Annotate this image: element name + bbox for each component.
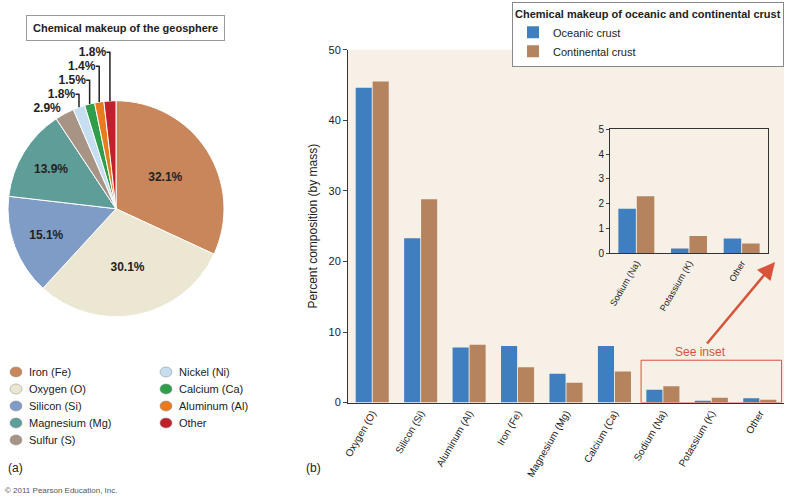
- svg-text:Oxygen (O): Oxygen (O): [343, 409, 378, 459]
- svg-text:Continental crust: Continental crust: [553, 46, 636, 58]
- svg-text:Potassium (K): Potassium (K): [658, 259, 695, 313]
- svg-text:20: 20: [329, 255, 341, 267]
- svg-text:50: 50: [329, 44, 341, 56]
- svg-text:(a): (a): [8, 461, 23, 475]
- svg-text:Other: Other: [179, 417, 207, 429]
- svg-text:32.1%: 32.1%: [148, 170, 182, 184]
- svg-text:(b): (b): [306, 461, 321, 475]
- svg-text:Other: Other: [727, 259, 747, 283]
- svg-text:Calcium (Ca): Calcium (Ca): [582, 409, 621, 465]
- svg-text:Aluminum (Al): Aluminum (Al): [434, 409, 475, 469]
- svg-text:Oceanic crust: Oceanic crust: [553, 27, 620, 39]
- svg-text:1.8%: 1.8%: [79, 45, 107, 59]
- svg-text:0: 0: [598, 248, 604, 259]
- svg-text:3: 3: [598, 173, 604, 184]
- svg-text:40: 40: [329, 114, 341, 126]
- svg-text:1.4%: 1.4%: [68, 59, 96, 73]
- svg-text:13.9%: 13.9%: [34, 162, 68, 176]
- svg-text:© 2011 Pearson Education, Inc.: © 2011 Pearson Education, Inc.: [5, 486, 117, 495]
- svg-text:Magnesium (Mg): Magnesium (Mg): [525, 409, 572, 479]
- svg-text:10: 10: [329, 326, 341, 338]
- svg-text:15.1%: 15.1%: [29, 228, 63, 242]
- svg-text:1: 1: [598, 223, 604, 234]
- svg-text:Iron (Fe): Iron (Fe): [495, 409, 524, 448]
- svg-text:Percent composition (by mass): Percent composition (by mass): [306, 144, 320, 309]
- svg-text:Nickel (Ni): Nickel (Ni): [179, 366, 230, 378]
- svg-text:30: 30: [329, 185, 341, 197]
- svg-text:Silicon (Si): Silicon (Si): [29, 400, 82, 412]
- svg-text:2.9%: 2.9%: [33, 101, 61, 115]
- svg-text:1.5%: 1.5%: [58, 73, 86, 87]
- svg-text:Silicon (Si): Silicon (Si): [393, 409, 426, 456]
- svg-text:Iron (Fe): Iron (Fe): [29, 366, 71, 378]
- svg-text:Potassium (K): Potassium (K): [676, 409, 717, 469]
- svg-text:Sodium (Na): Sodium (Na): [631, 409, 669, 463]
- svg-text:Other: Other: [744, 408, 766, 436]
- svg-text:Chemical makeup of oceanic and: Chemical makeup of oceanic and continent…: [515, 8, 781, 20]
- svg-text:1.8%: 1.8%: [48, 87, 76, 101]
- svg-text:Sulfur (S): Sulfur (S): [29, 434, 75, 446]
- svg-text:0: 0: [335, 396, 341, 408]
- svg-text:Magnesium (Mg): Magnesium (Mg): [29, 417, 112, 429]
- svg-text:30.1%: 30.1%: [111, 260, 145, 274]
- svg-text:Aluminum (Al): Aluminum (Al): [179, 400, 248, 412]
- svg-text:See inset: See inset: [675, 345, 726, 359]
- svg-text:2: 2: [598, 198, 604, 209]
- svg-text:Calcium (Ca): Calcium (Ca): [179, 383, 243, 395]
- svg-text:Sodium (Na): Sodium (Na): [608, 259, 642, 308]
- svg-text:5: 5: [598, 124, 604, 135]
- svg-text:Oxygen (O): Oxygen (O): [29, 383, 86, 395]
- svg-text:Chemical makeup of the geosphe: Chemical makeup of the geosphere: [33, 22, 218, 34]
- svg-text:4: 4: [598, 149, 604, 160]
